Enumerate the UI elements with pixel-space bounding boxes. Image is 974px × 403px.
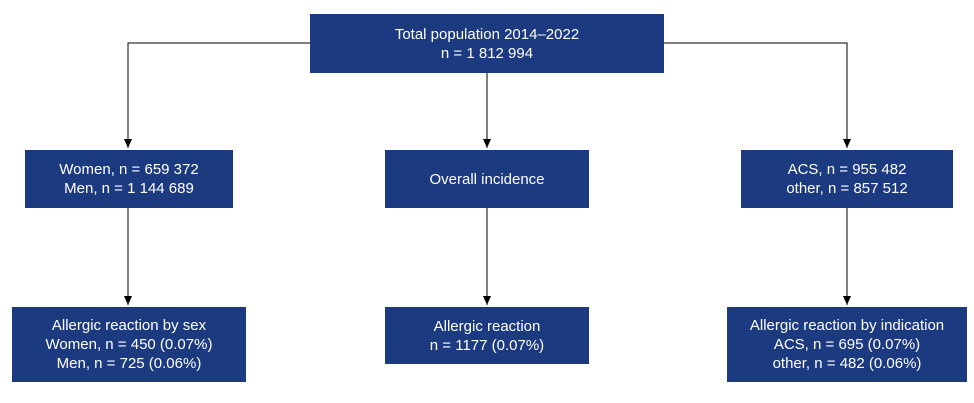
men-count: Men, n = 1 144 689 (64, 180, 194, 197)
other-count: other, n = 857 512 (786, 180, 908, 197)
allergic-acs: ACS, n = 695 (0.07%) (773, 336, 921, 353)
allergic-overall-title: Allergic reaction (433, 317, 541, 335)
allergic-women: Women, n = 450 (0.07%) (45, 336, 213, 353)
total-population-label: Total population 2014–2022 (394, 25, 580, 43)
indication-breakdown-box: ACS, n = 955 482 other, n = 857 512 (741, 150, 953, 208)
total-population-box: Total population 2014–2022 n = 1 812 994 (310, 14, 664, 73)
allergic-overall-count: n = 1177 (0.07%) (429, 336, 545, 354)
allergic-by-sex-box: Allergic reaction by sex Women, n = 450 … (12, 307, 246, 382)
overall-incidence-label: Overall incidence (429, 170, 545, 188)
overall-incidence-box: Overall incidence (385, 150, 589, 208)
allergic-by-indication-box: Allergic reaction by indication ACS, n =… (727, 307, 967, 382)
allergic-by-sex-title: Allergic reaction by sex (51, 317, 207, 334)
allergic-by-indication-title: Allergic reaction by indication (749, 317, 945, 334)
acs-count: ACS, n = 955 482 (787, 161, 907, 178)
connector-top-to-right (664, 42, 851, 148)
allergic-men: Men, n = 725 (0.06%) (56, 355, 202, 372)
allergic-other: other, n = 482 (0.06%) (772, 355, 922, 372)
connector-top-to-left (124, 42, 310, 148)
sex-breakdown-box: Women, n = 659 372 Men, n = 1 144 689 (25, 150, 233, 208)
allergic-overall-box: Allergic reaction n = 1177 (0.07%) (385, 307, 589, 364)
women-count: Women, n = 659 372 (59, 161, 199, 178)
total-population-count: n = 1 812 994 (440, 44, 534, 62)
